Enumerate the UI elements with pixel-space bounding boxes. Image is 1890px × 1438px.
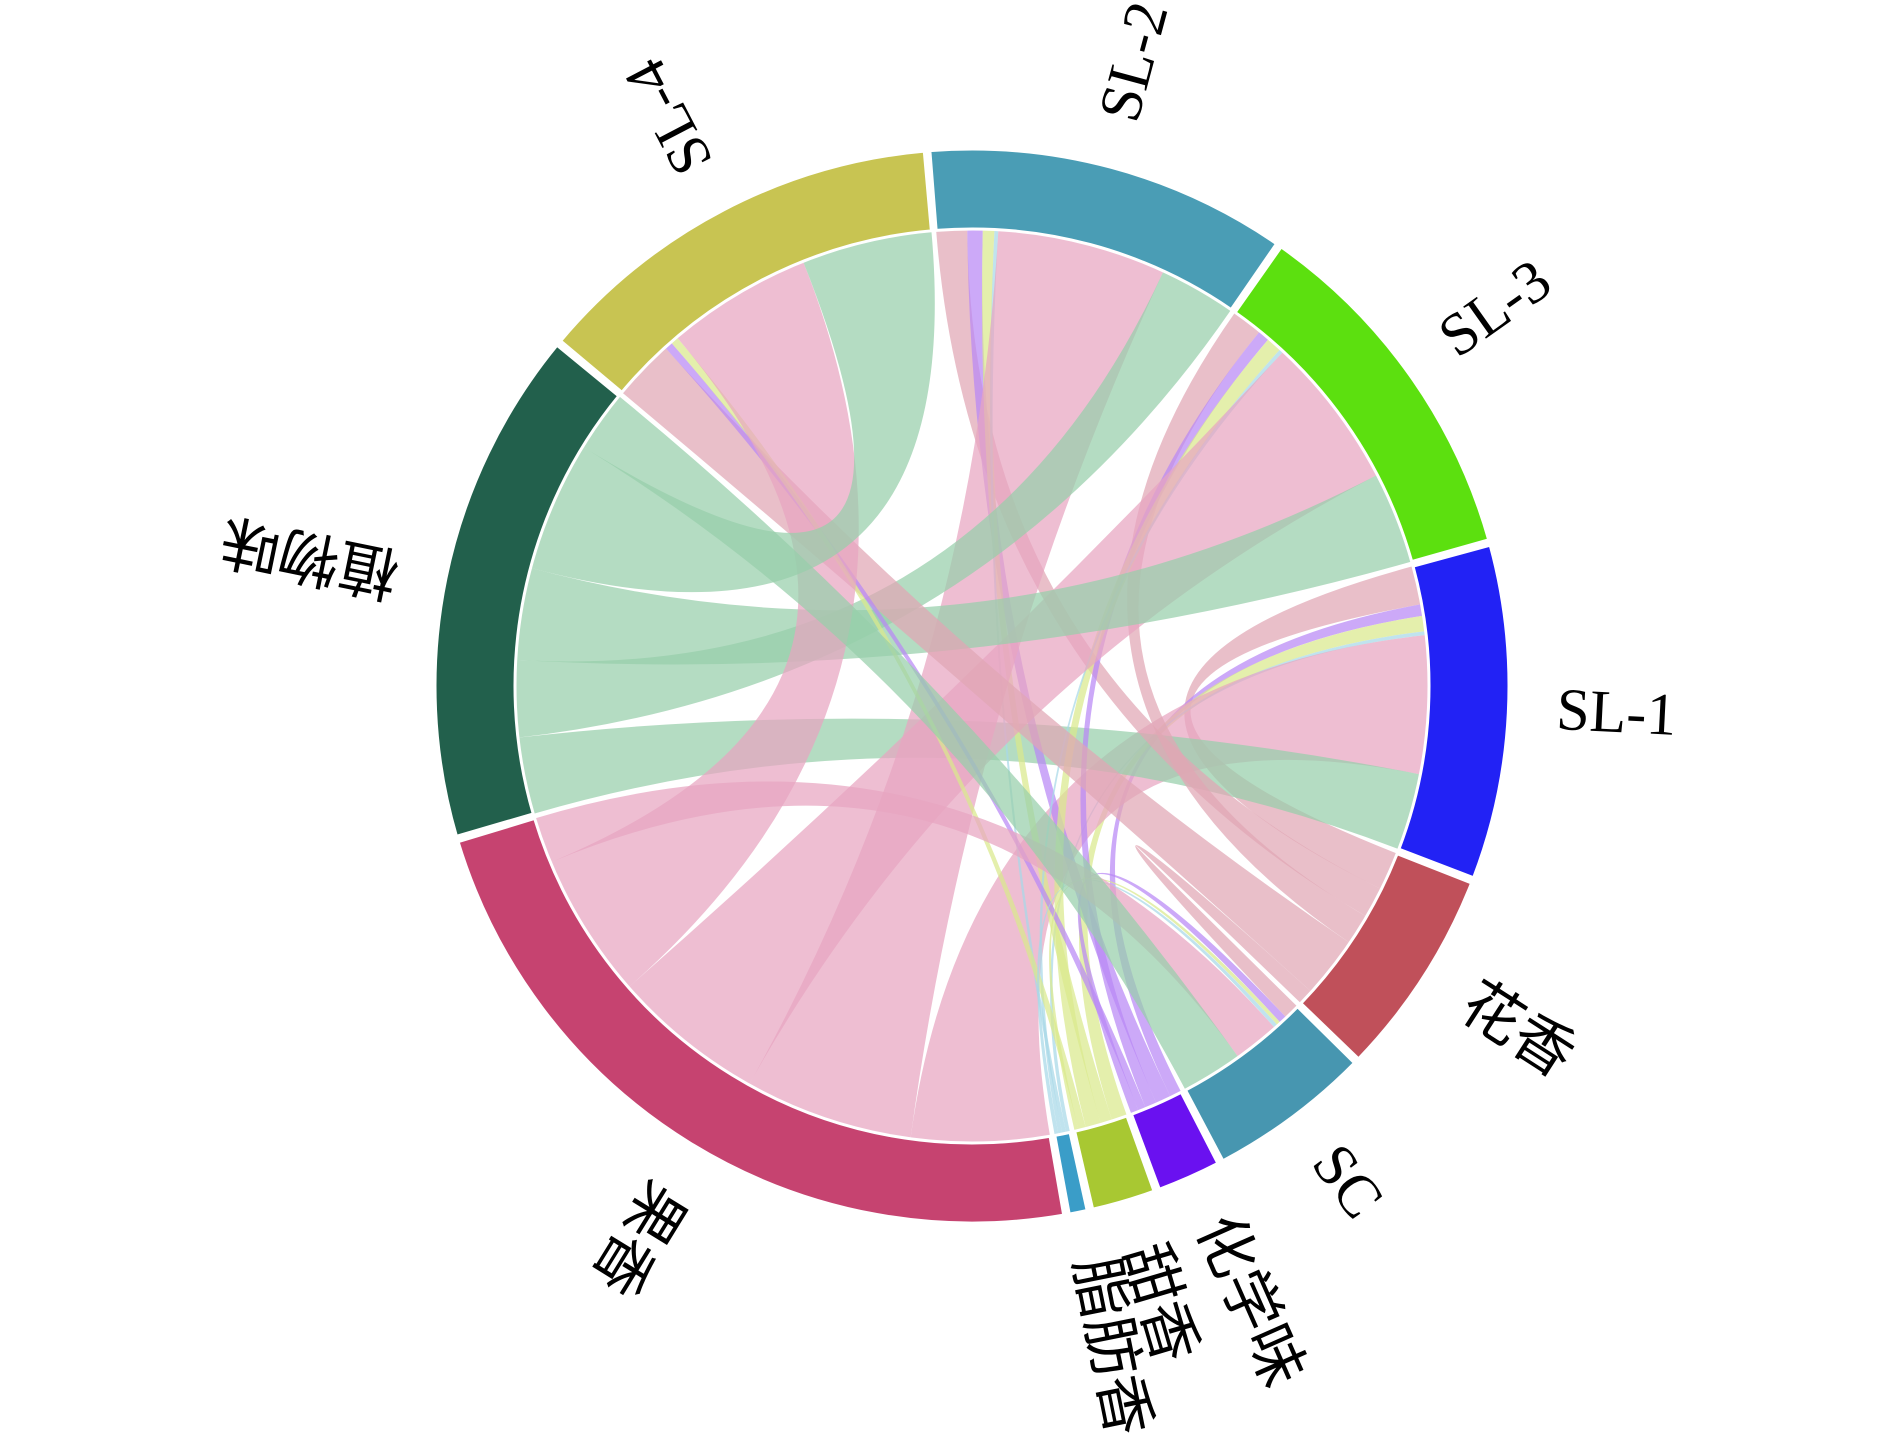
chords	[514, 228, 1430, 1144]
group-arc	[456, 816, 1066, 1225]
chord	[1127, 312, 1367, 943]
chord	[515, 474, 1412, 665]
group-label: SC	[1300, 1132, 1397, 1230]
group-arc	[433, 343, 621, 839]
group-label: 花香	[1450, 969, 1587, 1089]
chord	[514, 271, 1232, 738]
group-arc	[1396, 543, 1511, 880]
group-label: SL-1	[1555, 676, 1678, 748]
group-label: 植物味	[215, 506, 405, 607]
chord	[1049, 877, 1281, 1132]
group-arc	[928, 147, 1279, 312]
group-arc	[1129, 1090, 1220, 1192]
group-label: 化学味	[1184, 1205, 1317, 1396]
chord	[530, 230, 935, 593]
chord	[1184, 566, 1422, 890]
group-label: SL-2	[1086, 0, 1181, 128]
group-arc	[558, 149, 934, 395]
group-label: SL-4	[611, 49, 725, 186]
group-label: SL-3	[1427, 246, 1563, 369]
group-arc	[1053, 1130, 1089, 1216]
chord	[1077, 872, 1287, 1115]
group-arc	[1298, 851, 1474, 1061]
group-arc	[1233, 244, 1491, 564]
group-arc	[1183, 1004, 1357, 1163]
group-label: 果香	[579, 1170, 698, 1307]
chord	[582, 395, 1239, 1091]
group-arc	[1072, 1114, 1156, 1212]
